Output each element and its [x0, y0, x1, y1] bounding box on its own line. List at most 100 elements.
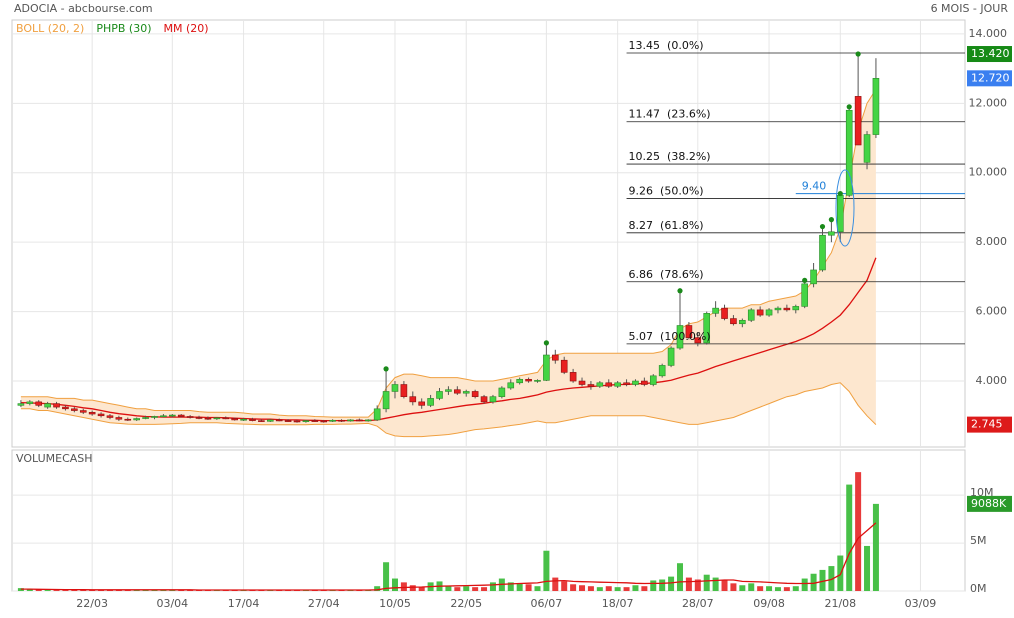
volume-bar — [525, 584, 532, 591]
candle-body — [436, 391, 443, 399]
volume-bar — [89, 590, 96, 591]
candle-body — [373, 408, 381, 421]
volume-bar — [819, 569, 826, 591]
phpb-marker — [543, 340, 549, 346]
volume-bar — [774, 587, 781, 591]
candle-body — [756, 309, 764, 316]
candle-body — [525, 379, 532, 382]
candle-body — [774, 307, 782, 311]
candle-body — [338, 419, 345, 422]
candle-body — [249, 418, 256, 421]
candle-body — [71, 408, 78, 411]
candle-body — [516, 379, 523, 384]
fib-label: 10.25 (38.2%) — [629, 150, 711, 163]
panel-title: VOLUMECASH — [16, 452, 93, 465]
value-badge — [967, 416, 1012, 433]
candle-body — [792, 306, 800, 311]
candle-body — [231, 418, 238, 421]
candle-body — [240, 418, 247, 421]
candle-body — [667, 347, 675, 366]
candle-body — [828, 231, 835, 236]
candle-body — [614, 382, 621, 387]
candle-body — [596, 382, 604, 387]
volume-bar — [605, 586, 612, 591]
phpb-marker — [846, 104, 852, 110]
volume-bar — [855, 472, 862, 591]
candle-body — [62, 406, 69, 410]
y-tick-label: 0M — [970, 582, 987, 595]
candle-body — [160, 415, 167, 418]
volume-bar — [391, 578, 398, 591]
phpb-marker — [802, 277, 808, 283]
candle-body — [275, 419, 283, 422]
candle-body — [17, 403, 25, 406]
volume-bar — [454, 587, 461, 591]
volume-bar — [71, 589, 78, 591]
candle-body — [543, 354, 550, 381]
phpb-marker — [855, 51, 861, 57]
candle-body — [462, 391, 470, 394]
phpb-marker — [837, 190, 843, 197]
value-badge-label: 2.745 — [971, 418, 1003, 431]
volume-bar — [62, 590, 69, 591]
candle-body — [186, 416, 194, 418]
candle-body — [685, 325, 693, 338]
candle-body — [551, 354, 559, 361]
volume-bar — [516, 583, 523, 591]
candle-body — [124, 418, 132, 421]
marker-label: 9.40 — [802, 180, 827, 193]
volume-bar — [481, 587, 488, 591]
header-period: 6 MOIS - JOUR — [931, 2, 1009, 15]
fib-label: 11.47 (23.6%) — [629, 108, 711, 121]
phpb-marker — [828, 217, 835, 223]
candle-body — [293, 420, 301, 423]
volume-bar — [26, 589, 33, 591]
candle-body — [694, 337, 702, 344]
volume-bar — [445, 586, 452, 591]
candle-body — [195, 417, 203, 419]
volume-bar — [53, 590, 60, 591]
value-badge-label: 13.420 — [971, 47, 1010, 60]
legend-entry: PHPB (30) — [96, 22, 151, 35]
candle-body — [329, 419, 336, 422]
candle-body — [445, 389, 452, 392]
volume-bar — [507, 582, 514, 591]
candle-body — [44, 403, 51, 408]
volume-bar — [632, 585, 639, 591]
volume-bar — [133, 590, 140, 591]
legend-entry: BOLL (20, 2) — [16, 22, 84, 35]
volume-bar — [115, 590, 122, 591]
x-tick-label: 21/08 — [824, 597, 856, 610]
volume-bar — [872, 503, 879, 591]
volume-bar — [668, 576, 675, 591]
volume-bar — [641, 586, 648, 591]
fib-label: 8.27 (61.8%) — [629, 219, 704, 232]
volume-bar — [534, 586, 541, 591]
volume-bar — [35, 589, 42, 591]
candle-body — [747, 309, 755, 321]
candle-body — [266, 419, 274, 422]
volume-bar — [124, 590, 131, 591]
volume-bar — [766, 586, 773, 591]
volume-bar — [44, 590, 51, 591]
y-tick-label: 12.000 — [969, 96, 1008, 109]
x-tick-label: 09/08 — [753, 597, 785, 610]
candle-body — [88, 411, 96, 415]
volume-bar — [80, 590, 87, 591]
volume-bar — [694, 579, 701, 591]
volume-bar — [748, 583, 755, 591]
candle-body — [302, 420, 310, 422]
candle-body — [587, 384, 595, 387]
header-title: ADOCIA - abcbourse.com — [14, 2, 153, 15]
volume-bar — [676, 563, 683, 591]
x-tick-label: 10/05 — [379, 597, 411, 610]
candle-body — [560, 359, 568, 373]
candle-body — [177, 414, 185, 417]
volume-bar — [552, 577, 559, 591]
volume-bar — [142, 590, 149, 591]
x-tick-label: 03/04 — [156, 597, 188, 610]
y-tick-label: 6.000 — [976, 305, 1008, 318]
candle-body — [480, 396, 488, 403]
